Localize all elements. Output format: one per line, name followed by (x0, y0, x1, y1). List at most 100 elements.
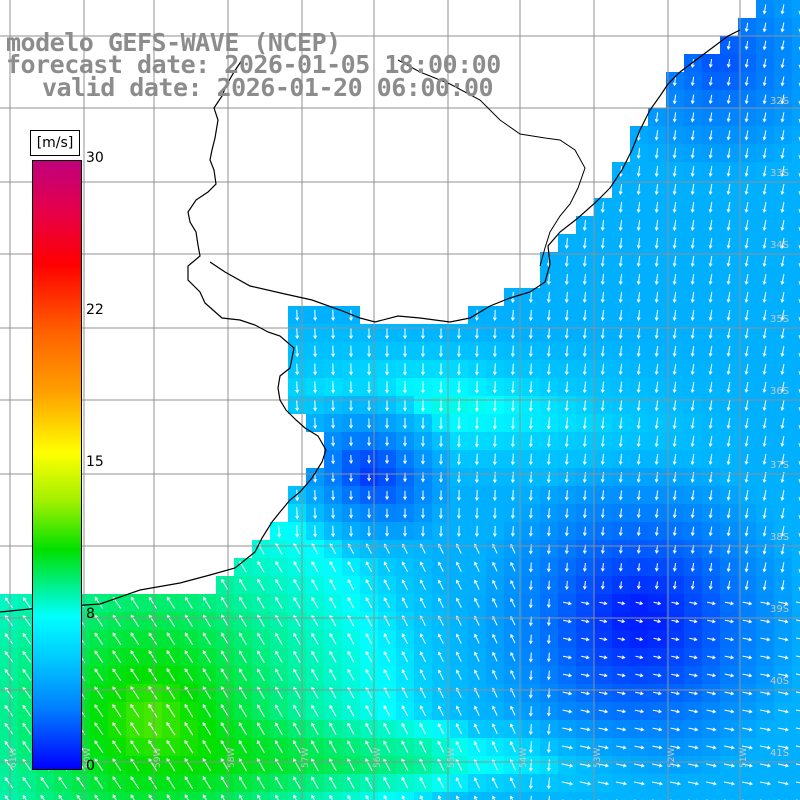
wind-arrow-shaft (763, 40, 767, 50)
wind-arrow-head (220, 740, 225, 744)
wind-arrow-shaft (202, 668, 212, 682)
wind-arrow-head (130, 596, 135, 601)
wind-arrow-head (708, 118, 713, 123)
wind-arrow-shaft (599, 655, 607, 659)
wind-arrow-head (456, 353, 461, 358)
wind-arrow-shaft (166, 597, 176, 609)
wind-arrow-shaft (598, 691, 608, 695)
wind-arrow-shaft (329, 777, 337, 789)
wind-arrow-head (582, 514, 587, 519)
wind-arrow-shaft (311, 777, 319, 789)
wind-arrow-head (600, 209, 605, 214)
wind-arrow-shaft (653, 601, 661, 605)
wind-arrow-shaft (706, 691, 716, 695)
wind-arrow-head (4, 651, 9, 655)
wind-arrow-shaft (238, 758, 248, 772)
wind-arrow-shaft (619, 435, 623, 447)
wind-arrow-head (639, 619, 644, 624)
wind-arrow-shaft (742, 619, 752, 623)
wind-arrow-head (437, 795, 442, 800)
wind-arrow-head (528, 461, 533, 466)
wind-arrow-head (618, 299, 623, 304)
wind-arrow-head (347, 776, 351, 781)
wind-arrow-shaft (456, 598, 462, 608)
wind-arrow-head (403, 460, 407, 465)
wind-arrow-shaft (671, 619, 679, 623)
wind-arrow-head (690, 209, 695, 213)
wind-arrow-head (640, 727, 645, 732)
wind-arrow-shaft (347, 705, 355, 717)
wind-arrow-head (798, 317, 800, 321)
wind-arrow-head (293, 686, 297, 691)
wind-arrow-head (672, 100, 677, 105)
wind-arrow-head (784, 619, 789, 624)
wind-arrow-head (239, 578, 243, 583)
wind-arrow-head (492, 597, 496, 602)
wind-arrow-shaft (781, 507, 785, 519)
wind-arrow-shaft (691, 309, 695, 321)
wind-arrow-shaft (760, 709, 770, 713)
wind-arrow-shaft (347, 669, 355, 681)
wind-arrow-head (690, 496, 695, 501)
wind-arrow-head (659, 781, 663, 786)
wind-arrow-head (438, 461, 443, 465)
wind-arrow-head (780, 443, 785, 447)
wind-arrow-head (349, 371, 354, 376)
wind-arrow-shaft (781, 94, 785, 104)
wind-arrow-shaft (530, 309, 532, 321)
wind-arrow-head (293, 794, 297, 799)
wind-arrow-head (401, 795, 406, 799)
wind-arrow-shaft (781, 580, 785, 590)
wind-arrow-shaft (709, 363, 713, 375)
wind-arrow-head (349, 460, 354, 464)
wind-arrow-head (419, 722, 424, 727)
wind-arrow-shaft (637, 165, 641, 177)
wind-arrow-head (675, 601, 680, 606)
wind-arrow-head (546, 785, 551, 790)
wind-arrow-head (528, 749, 533, 754)
wind-arrow-shaft (619, 381, 623, 393)
wind-arrow-shaft (420, 795, 424, 800)
wind-cell (792, 18, 800, 36)
wind-arrow-head (586, 727, 591, 732)
wind-arrow-shaft (584, 345, 586, 357)
wind-arrow-shaft (760, 619, 770, 623)
wind-arrow-head (202, 596, 207, 601)
wind-arrow-shaft (691, 165, 695, 177)
wind-arrow-head (600, 245, 605, 250)
wind-arrow-shaft (795, 619, 800, 622)
lat-label: 36S (770, 386, 789, 397)
wind-arrow-shaft (584, 255, 586, 267)
wind-arrow-shaft (512, 417, 514, 429)
wind-arrow-shaft (492, 741, 498, 753)
wind-arrow-head (785, 745, 789, 750)
wind-arrow-shaft (474, 706, 480, 716)
wind-arrow-shaft (566, 417, 568, 429)
wind-arrow-head (780, 245, 785, 249)
wind-arrow-shaft (584, 453, 586, 465)
wind-arrow-head (712, 691, 717, 696)
wind-arrow-shaft (745, 40, 749, 50)
wind-arrow-head (780, 371, 785, 375)
wind-arrow-shaft (633, 781, 645, 785)
wind-arrow-head (672, 461, 677, 466)
wind-cell (342, 792, 360, 800)
wind-arrow-head (347, 597, 352, 601)
wind-arrow-head (693, 601, 698, 606)
wind-arrow-head (492, 407, 497, 412)
wind-arrow-head (492, 389, 497, 394)
wind-arrow-head (762, 263, 767, 267)
wind-arrow-shaft (293, 687, 301, 699)
wind-arrow-shaft (296, 363, 298, 375)
wind-arrow-head (784, 655, 789, 660)
wind-arrow-head (654, 173, 659, 178)
wind-arrow-head (438, 335, 443, 340)
wind-arrow-shaft (474, 723, 480, 735)
wind-arrow-shaft (548, 706, 550, 716)
wind-arrow-head (474, 651, 478, 656)
wind-cell (792, 684, 800, 702)
wind-arrow-shaft (727, 130, 731, 140)
wind-cell (666, 792, 684, 800)
wind-arrow-head (618, 550, 623, 554)
wind-arrow-head (112, 614, 117, 619)
